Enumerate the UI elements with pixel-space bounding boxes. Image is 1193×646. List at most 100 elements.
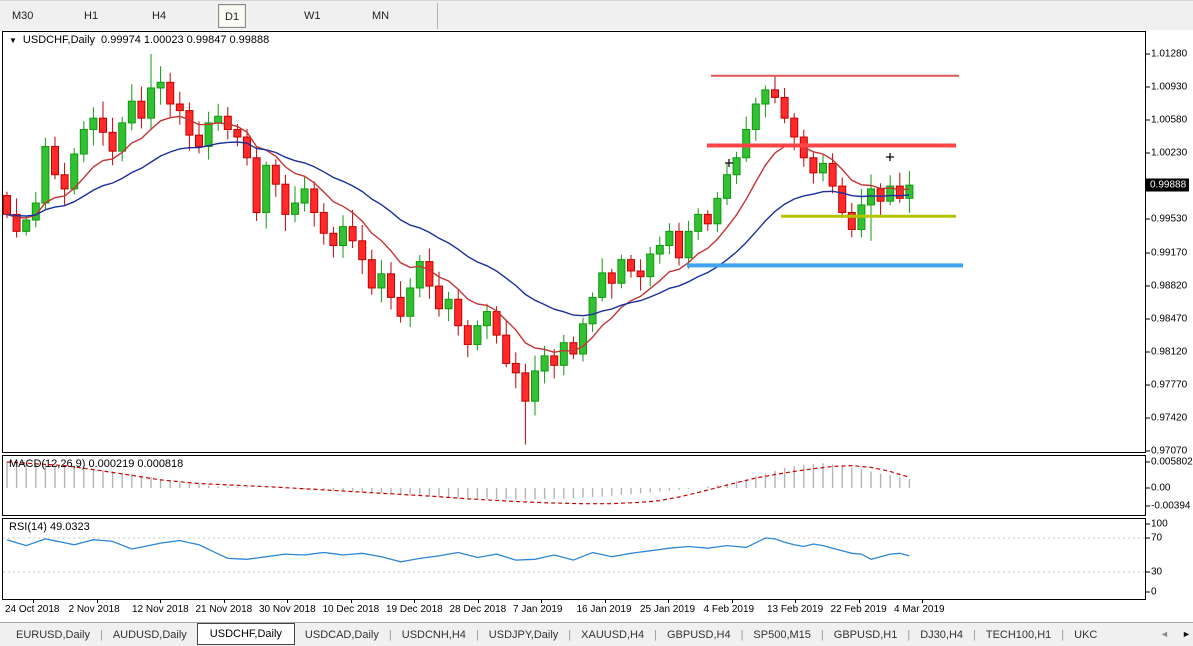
candle xyxy=(588,296,597,325)
tab-usdjpy-daily[interactable]: USDJPY,Daily xyxy=(488,629,559,641)
candle xyxy=(223,115,232,130)
candle xyxy=(262,164,271,213)
symbol-ohlc-label: ▼ USDCHF,Daily 0.99974 1.00023 0.99847 0… xyxy=(9,34,269,46)
candle xyxy=(703,213,712,225)
candle xyxy=(559,342,568,366)
tf-button-w1[interactable]: W1 xyxy=(304,10,321,22)
candle xyxy=(214,115,223,124)
tab-strip: EURUSD,Daily | AUDUSD,Daily USDCHF,Daily USD… xyxy=(6,623,1107,646)
date-tick xyxy=(33,599,34,603)
macd-label: MACD(12,26,9) 0.000219 0.000818 xyxy=(9,458,184,470)
tab-separator: | xyxy=(973,629,976,641)
candle xyxy=(502,334,511,364)
candle xyxy=(905,184,914,199)
date-label: 22 Feb 2019 xyxy=(830,604,887,615)
price-axis-tick xyxy=(1146,152,1150,154)
tab-xauusd-h4[interactable]: XAUUSD,H4 xyxy=(581,629,645,641)
price-axis-label: 1.00930 xyxy=(1151,81,1188,93)
date-tick xyxy=(223,599,225,603)
tab-scroll-right-icon[interactable]: ► xyxy=(1182,629,1191,639)
candle xyxy=(886,185,895,202)
tab-gbpusd-h1[interactable]: GBPUSD,H1 xyxy=(833,629,898,641)
candle xyxy=(473,325,482,346)
candle xyxy=(751,103,760,130)
macd-signal-line xyxy=(6,461,910,505)
candle xyxy=(108,131,117,152)
tab-audusd-daily[interactable]: AUDUSD,Daily xyxy=(112,629,187,641)
date-tick xyxy=(604,599,606,603)
candle xyxy=(79,128,88,155)
macd-canvas[interactable] xyxy=(3,456,1145,515)
ma-10-line xyxy=(6,115,910,354)
rsi-indicator-panel[interactable]: RSI(14) 49.0323 xyxy=(2,518,1146,600)
price-axis-tick xyxy=(1146,252,1150,254)
candle xyxy=(233,128,242,138)
candle xyxy=(655,245,664,255)
candle xyxy=(723,174,731,199)
candle xyxy=(137,100,146,119)
tf-button-d1[interactable]: D1 xyxy=(218,4,247,28)
candle xyxy=(118,122,127,152)
date-label: 13 Feb 2019 xyxy=(767,604,824,615)
candle xyxy=(195,134,203,147)
tf-button-h4[interactable]: H4 xyxy=(152,10,167,22)
tab-tech100-h1[interactable]: TECH100,H1 xyxy=(985,629,1052,641)
tf-button-h1[interactable]: H1 xyxy=(84,10,99,22)
candle xyxy=(70,153,79,190)
candle xyxy=(339,226,347,247)
candle xyxy=(22,219,31,232)
tab-eurusd-daily[interactable]: EURUSD,Daily xyxy=(16,629,90,641)
price-axis-tick xyxy=(1146,285,1150,287)
tab-separator: | xyxy=(568,629,572,641)
price-axis-label: 0.99530 xyxy=(1151,213,1188,225)
candle xyxy=(329,232,338,247)
candle xyxy=(463,325,472,346)
price-axis-tick xyxy=(1146,450,1150,452)
tab-ukc[interactable]: UKC xyxy=(1074,629,1098,641)
date-label: 28 Dec 2018 xyxy=(449,604,507,615)
candle xyxy=(51,145,59,176)
collapse-arrow-icon[interactable]: ▼ xyxy=(9,35,17,45)
price-axis-label: 1.00230 xyxy=(1151,147,1188,159)
rsi-axis-label: 0 xyxy=(1151,586,1157,598)
candle xyxy=(300,188,309,204)
candle xyxy=(319,211,328,234)
rsi-line xyxy=(6,537,910,563)
candle xyxy=(761,89,770,105)
candle xyxy=(694,213,703,232)
candle xyxy=(684,230,693,259)
tab-usdcnh-h4[interactable]: USDCNH,H4 xyxy=(401,629,466,641)
candle xyxy=(3,195,11,215)
tab-dj30-h4[interactable]: DJ30,H4 xyxy=(920,629,963,641)
macd-indicator-panel[interactable]: MACD(12,26,9) 0.000219 0.000818 xyxy=(2,455,1146,516)
price-axis-tick xyxy=(1146,119,1150,121)
tf-button-m30[interactable]: M30 xyxy=(12,10,34,22)
tab-usdchf-daily[interactable]: USDCHF,Daily xyxy=(196,623,295,645)
tf-button-mn[interactable]: MN xyxy=(372,10,390,22)
rsi-canvas[interactable] xyxy=(3,519,1145,599)
candle xyxy=(771,89,779,98)
date-label: 16 Jan 2019 xyxy=(576,604,632,615)
rsi-axis-label: 70 xyxy=(1151,532,1163,544)
date-axis[interactable]: 24 Oct 2018 2 Nov 2018 12 Nov 2018 21 Nov 2… xyxy=(2,599,1146,620)
candle xyxy=(483,311,491,327)
candle xyxy=(665,230,674,247)
candle xyxy=(12,213,21,232)
tab-scroll-left-icon[interactable]: ◄ xyxy=(1160,629,1169,639)
tab-gbpusd-h4[interactable]: GBPUSD,H4 xyxy=(666,629,731,641)
price-chart-canvas[interactable] xyxy=(3,32,1145,452)
tab-separator: | xyxy=(388,629,392,641)
candle xyxy=(454,298,463,327)
tab-usdcad-daily[interactable]: USDCAD,Daily xyxy=(304,629,379,641)
price-axis-label: 0.98820 xyxy=(1151,280,1188,292)
tab-sp500-m15[interactable]: SP500,M15 xyxy=(753,629,811,641)
price-chart-panel[interactable]: ▼ USDCHF,Daily 0.99974 1.00023 0.99847 0… xyxy=(2,31,1146,453)
toolbar-separator xyxy=(437,3,438,29)
price-axis-tick xyxy=(1146,318,1150,320)
price-axis-label: 0.99170 xyxy=(1151,247,1188,259)
candle xyxy=(531,370,539,402)
candle xyxy=(89,117,98,130)
candle xyxy=(415,261,424,289)
tab-separator: | xyxy=(820,629,824,641)
candle xyxy=(636,270,645,278)
